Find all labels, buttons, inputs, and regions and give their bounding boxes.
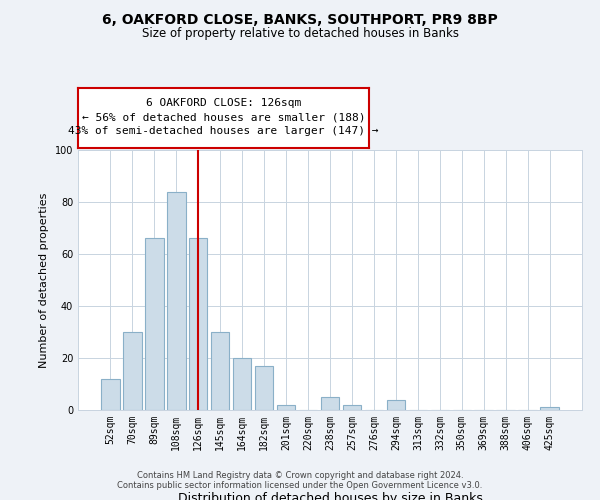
Bar bbox=[123, 332, 142, 410]
Bar bbox=[541, 408, 559, 410]
Bar bbox=[386, 400, 405, 410]
Bar bbox=[101, 379, 119, 410]
Bar bbox=[320, 397, 340, 410]
Text: 6, OAKFORD CLOSE, BANKS, SOUTHPORT, PR9 8BP: 6, OAKFORD CLOSE, BANKS, SOUTHPORT, PR9 … bbox=[102, 12, 498, 26]
Text: Contains HM Land Registry data © Crown copyright and database right 2024.
Contai: Contains HM Land Registry data © Crown c… bbox=[118, 470, 482, 490]
Bar bbox=[343, 405, 361, 410]
Bar bbox=[189, 238, 208, 410]
Bar bbox=[233, 358, 251, 410]
Bar bbox=[277, 405, 295, 410]
Bar bbox=[167, 192, 185, 410]
Bar bbox=[211, 332, 229, 410]
X-axis label: Distribution of detached houses by size in Banks: Distribution of detached houses by size … bbox=[178, 492, 482, 500]
Y-axis label: Number of detached properties: Number of detached properties bbox=[39, 192, 49, 368]
Bar bbox=[145, 238, 164, 410]
Text: 6 OAKFORD CLOSE: 126sqm
← 56% of detached houses are smaller (188)
43% of semi-d: 6 OAKFORD CLOSE: 126sqm ← 56% of detache… bbox=[68, 98, 379, 136]
Text: Size of property relative to detached houses in Banks: Size of property relative to detached ho… bbox=[142, 28, 458, 40]
Bar bbox=[255, 366, 274, 410]
